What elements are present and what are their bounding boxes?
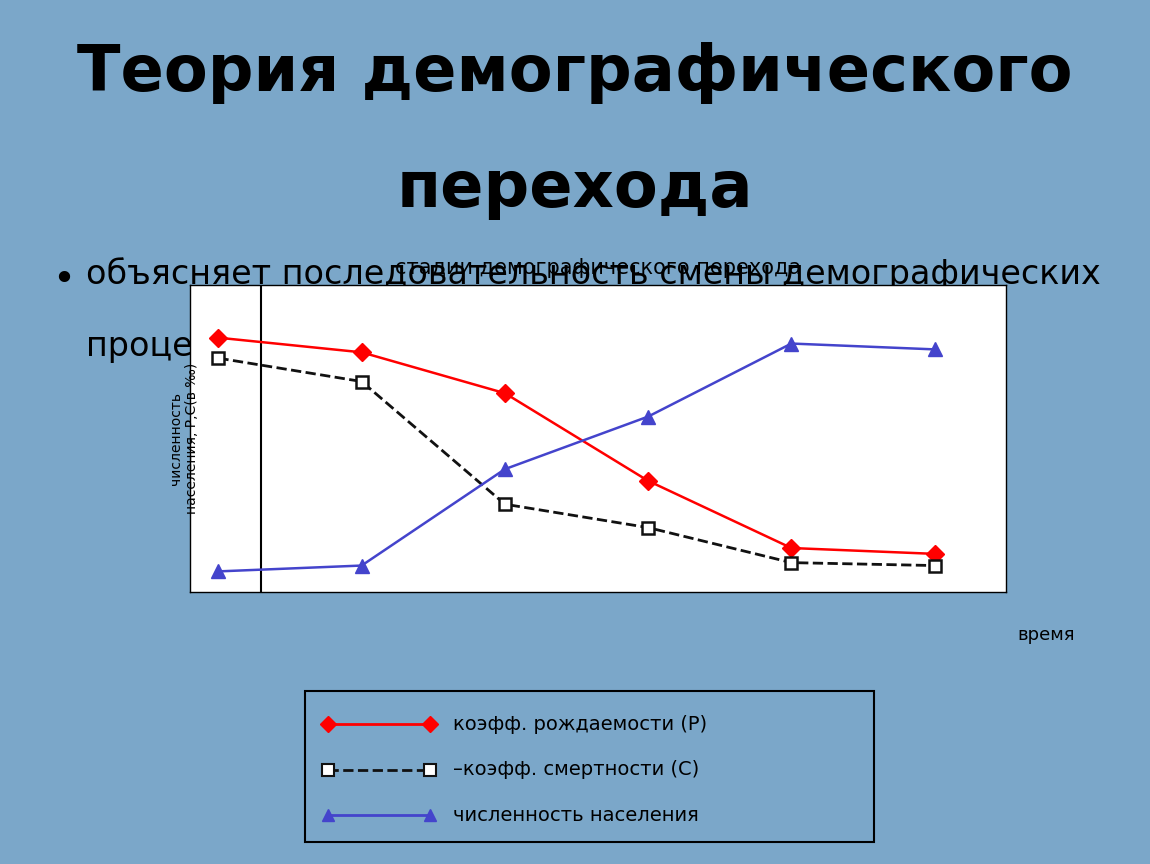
Text: время: время <box>1018 626 1075 645</box>
Y-axis label: численность
населения, Р,С(в ‰): численность населения, Р,С(в ‰) <box>169 363 199 514</box>
Text: –коэфф. смертности (С): –коэфф. смертности (С) <box>453 760 699 779</box>
Text: коэфф. рождаемости (Р): коэфф. рождаемости (Р) <box>453 715 707 734</box>
Text: перехода: перехода <box>397 158 753 219</box>
Text: Теория демографического: Теория демографического <box>77 41 1073 104</box>
Text: численность населения: численность населения <box>453 806 698 824</box>
Title: стадии демографического перехода: стадии демографического перехода <box>394 258 802 278</box>
Text: процессов: процессов <box>86 330 270 364</box>
Text: объясняет последовательность смены демографических: объясняет последовательность смены демог… <box>86 257 1101 291</box>
Text: •: • <box>52 262 75 299</box>
